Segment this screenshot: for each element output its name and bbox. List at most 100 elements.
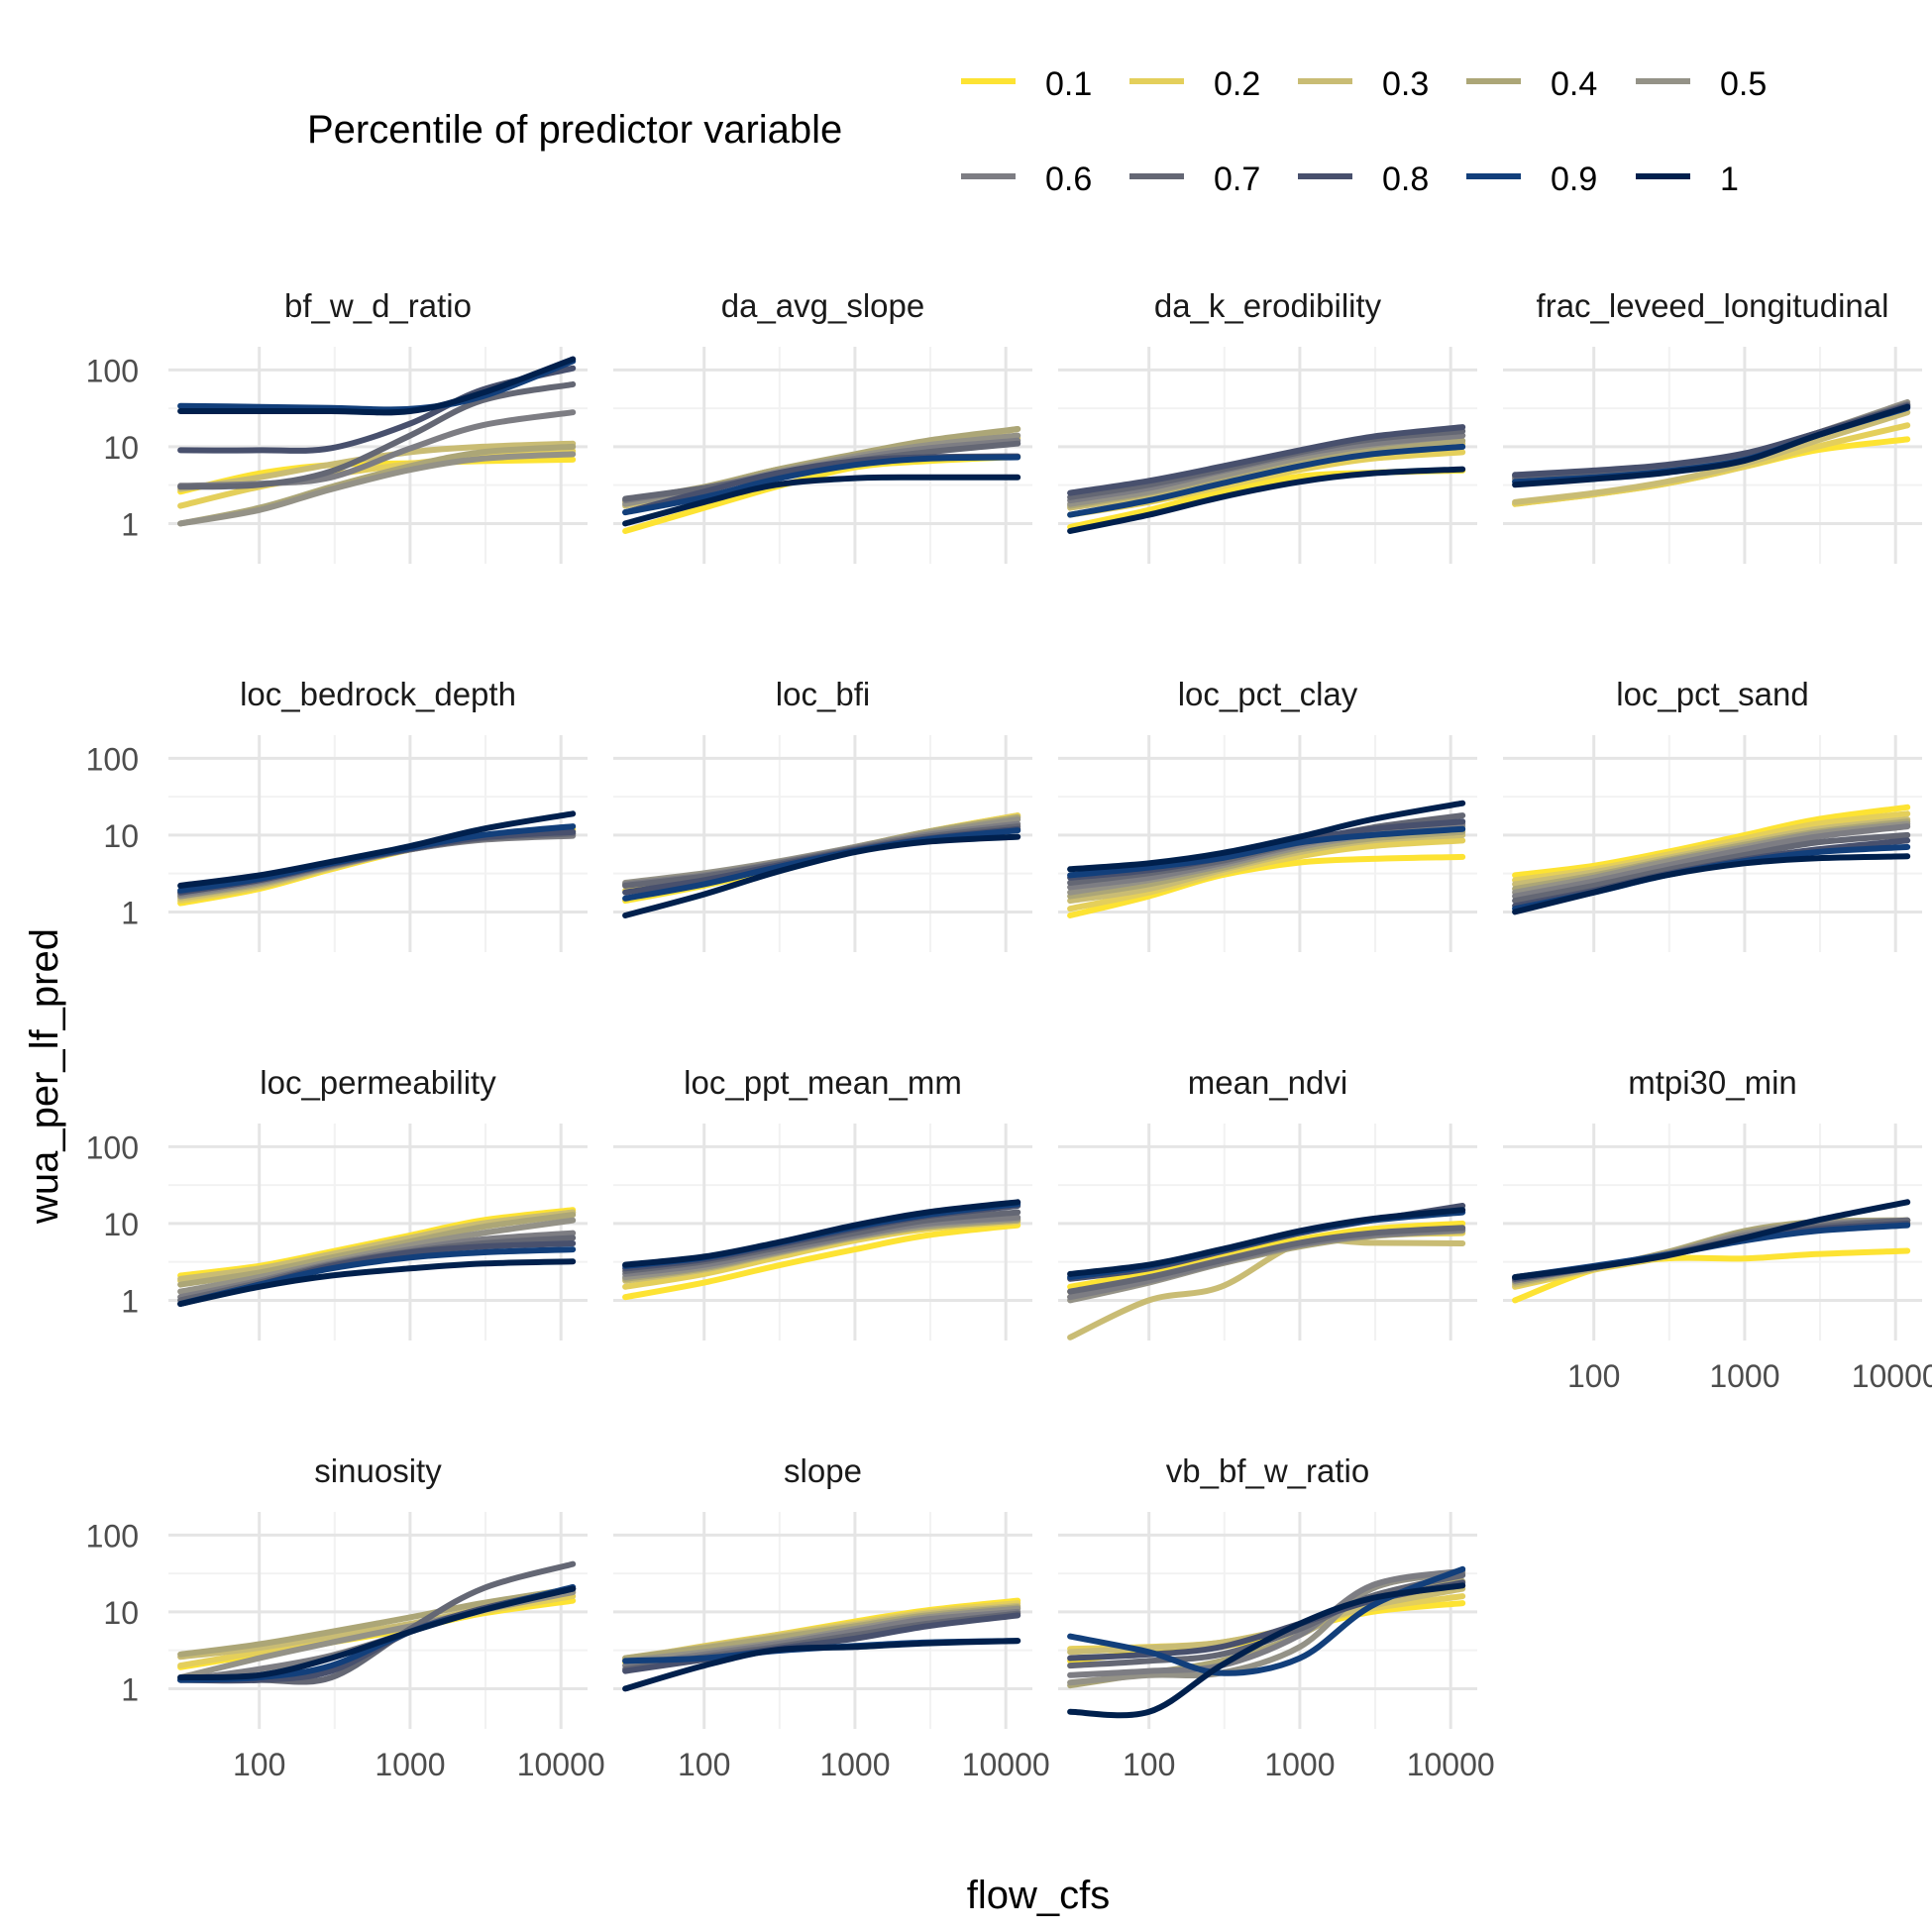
panel-mtpi30_min: mtpi30_min 100 1000 10000 <box>1503 1064 1932 1394</box>
y-tick-label: 100 <box>86 353 139 388</box>
panel-loc_bedrock_depth: loc_bedrock_depth 1 10 100 <box>86 676 588 952</box>
y-axis-title: wua_per_lf_pred <box>23 928 66 1225</box>
panel-title: frac_leveed_longitudinal <box>1537 287 1889 324</box>
series-line-1 <box>177 810 577 889</box>
series-line-1 <box>1512 853 1911 915</box>
panel-title: slope <box>784 1452 862 1489</box>
series-line-1 <box>622 1638 1021 1692</box>
legend-label-0_3: 0.3 <box>1382 65 1429 103</box>
panel-vb_bf_w_ratio: vb_bf_w_ratio 100 1000 10000 <box>1058 1452 1495 1782</box>
panel-title: loc_pct_sand <box>1616 676 1808 712</box>
series-line-0_6 <box>1512 823 1911 900</box>
panel-bf_w_d_ratio: bf_w_d_ratio 1 10 100 <box>86 287 588 564</box>
series-line-0_9 <box>622 454 1021 516</box>
panel-sinuosity: sinuosity 1 10 100 100 1000 10000 <box>86 1452 605 1782</box>
legend-label-0_1: 0.1 <box>1045 65 1092 103</box>
panel-title: loc_pct_clay <box>1178 676 1358 712</box>
panel-mean_ndvi: mean_ndvi <box>1058 1064 1477 1341</box>
y-tick-label: 1 <box>121 506 139 542</box>
legend-title: Percentile of predictor variable <box>307 108 842 152</box>
series-line-1 <box>622 833 1021 918</box>
series-line-1 <box>177 1258 577 1307</box>
series-line-0_9 <box>1067 825 1466 879</box>
panel-slope: slope 100 1000 10000 <box>613 1452 1050 1782</box>
series-line-1 <box>1067 800 1466 873</box>
series-line-0_6 <box>1067 1567 1466 1678</box>
legend-label-0_9: 0.9 <box>1551 161 1597 198</box>
panel-title: loc_permeability <box>260 1064 496 1101</box>
legend-label-0_4: 0.4 <box>1551 65 1597 103</box>
series-line-0_1 <box>1067 853 1466 918</box>
x-tick-label: 1000 <box>1264 1747 1335 1782</box>
y-tick-label: 1 <box>121 895 139 930</box>
panel-title: loc_bfi <box>776 676 870 712</box>
panel-loc_pct_clay: loc_pct_clay <box>1058 676 1477 952</box>
legend-label-0_2: 0.2 <box>1214 65 1260 103</box>
y-tick-label: 100 <box>86 1518 139 1554</box>
series-line-0_5 <box>1512 820 1911 896</box>
panel-title: da_avg_slope <box>721 287 925 324</box>
series-line-1 <box>622 474 1021 527</box>
series-line-1 <box>177 1585 577 1681</box>
series-line-0_2 <box>1067 837 1466 912</box>
series-line-0_8 <box>1067 424 1466 496</box>
series-line-0_3 <box>1067 1236 1466 1341</box>
series-line-0_1 <box>622 1222 1021 1301</box>
panel-title: loc_bedrock_depth <box>240 676 516 712</box>
series-line-1 <box>1067 1582 1466 1719</box>
panel-frac_leveed_longitudinal: frac_leveed_longitudinal <box>1503 287 1922 564</box>
panel-loc_permeability: loc_permeability 1 10 100 <box>86 1064 588 1341</box>
series-line-0_3 <box>177 1209 577 1282</box>
series-line-1 <box>177 356 577 416</box>
legend-label-1: 1 <box>1720 161 1739 198</box>
legend-label-0_5: 0.5 <box>1720 65 1767 103</box>
series-line-1 <box>1067 1207 1466 1277</box>
x-tick-label: 10000 <box>1852 1358 1932 1394</box>
series-line-0_3 <box>1512 409 1911 505</box>
series-line-0_4 <box>177 1212 577 1288</box>
series-line-0_7 <box>177 380 577 490</box>
panel-title: sinuosity <box>314 1452 442 1489</box>
x-tick-label: 1000 <box>819 1747 890 1782</box>
panels: bf_w_d_ratio 1 10 100 da_avg_slope da_k_erodi… <box>86 287 1932 1782</box>
panel-da_k_erodibility: da_k_erodibility <box>1058 287 1477 564</box>
series-line-0_1 <box>1512 804 1911 879</box>
series-line-0_5 <box>177 451 577 527</box>
y-tick-label: 1 <box>121 1671 139 1707</box>
legend-label-0_7: 0.7 <box>1214 161 1260 198</box>
y-tick-label: 100 <box>86 1129 139 1165</box>
legend-label-0_8: 0.8 <box>1382 161 1429 198</box>
panel-title: da_k_erodibility <box>1154 287 1382 324</box>
x-tick-label: 10000 <box>1407 1747 1495 1782</box>
panel-da_avg_slope: da_avg_slope <box>613 287 1032 564</box>
x-tick-label: 10000 <box>962 1747 1050 1782</box>
series-line-0_7 <box>1067 1225 1466 1295</box>
legend: 0.1 0.2 0.3 0.4 0.5 0.6 0.7 0.8 0.9 1 <box>961 65 1767 198</box>
series-line-0_3 <box>177 440 577 492</box>
series-line-1 <box>1512 1199 1911 1281</box>
panel-title: loc_ppt_mean_mm <box>684 1064 962 1101</box>
y-tick-label: 10 <box>103 818 139 854</box>
series-line-1 <box>622 1199 1021 1268</box>
panel-title: mtpi30_min <box>1628 1064 1797 1101</box>
y-tick-label: 10 <box>103 430 139 466</box>
x-tick-label: 10000 <box>517 1747 605 1782</box>
panel-title: mean_ndvi <box>1188 1064 1347 1101</box>
y-tick-label: 10 <box>103 1595 139 1631</box>
x-tick-label: 1000 <box>1709 1358 1779 1394</box>
x-tick-label: 100 <box>233 1747 285 1782</box>
x-axis-title: flow_cfs <box>967 1874 1111 1917</box>
series-line-0_1 <box>1067 1220 1466 1290</box>
y-tick-label: 100 <box>86 741 139 777</box>
panel-loc_pct_sand: loc_pct_sand <box>1503 676 1922 952</box>
panel-title: bf_w_d_ratio <box>284 287 472 324</box>
series-line-1 <box>1067 466 1466 534</box>
x-tick-label: 1000 <box>375 1747 445 1782</box>
x-tick-label: 100 <box>1567 1358 1620 1394</box>
x-tick-label: 100 <box>678 1747 730 1782</box>
series-line-0_4 <box>177 1585 577 1658</box>
panel-loc_ppt_mean_mm: loc_ppt_mean_mm <box>613 1064 1032 1341</box>
panel-title: vb_bf_w_ratio <box>1166 1452 1369 1489</box>
series-line-0_9 <box>1067 443 1466 518</box>
